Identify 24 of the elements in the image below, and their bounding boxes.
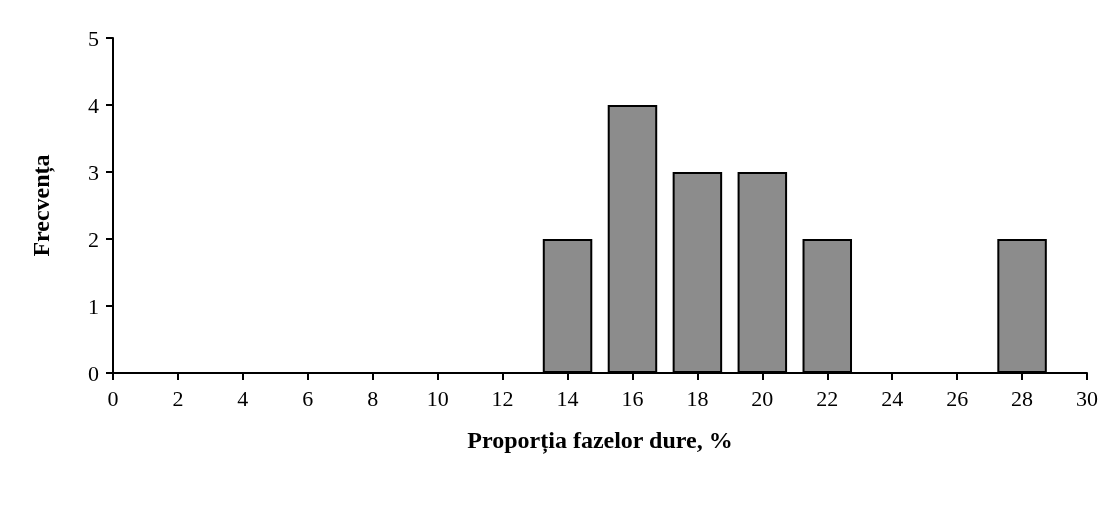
x-tick-label: 20: [751, 385, 774, 411]
x-tick-label: 22: [816, 385, 839, 411]
x-axis-title: Proporția fazelor dure, %: [467, 427, 733, 454]
y-axis-title: Frecvența: [28, 154, 55, 257]
y-tick-label: 3: [88, 159, 99, 185]
x-tick-label: 28: [1011, 385, 1034, 411]
x-tick-label: 8: [367, 385, 379, 411]
y-tick-label: 1: [88, 293, 99, 319]
x-tick-label: 16: [621, 385, 644, 411]
x-tick-label: 4: [237, 385, 249, 411]
y-tick-label: 0: [88, 360, 99, 386]
x-tick-label: 24: [881, 385, 904, 411]
x-tick-label: 6: [302, 385, 314, 411]
x-tick-label: 30: [1076, 385, 1098, 411]
x-tick-label: 12: [491, 385, 514, 411]
y-tick-label: 4: [88, 92, 99, 118]
y-tick-label: 2: [88, 226, 99, 252]
x-tick-label: 0: [107, 385, 119, 411]
x-tick-label: 10: [426, 385, 449, 411]
y-tick-label: 5: [88, 25, 99, 51]
x-tick-label: 14: [556, 385, 579, 411]
x-tick-label: 18: [686, 385, 709, 411]
x-tick-label: 26: [946, 385, 969, 411]
x-tick-label: 2: [172, 385, 184, 411]
